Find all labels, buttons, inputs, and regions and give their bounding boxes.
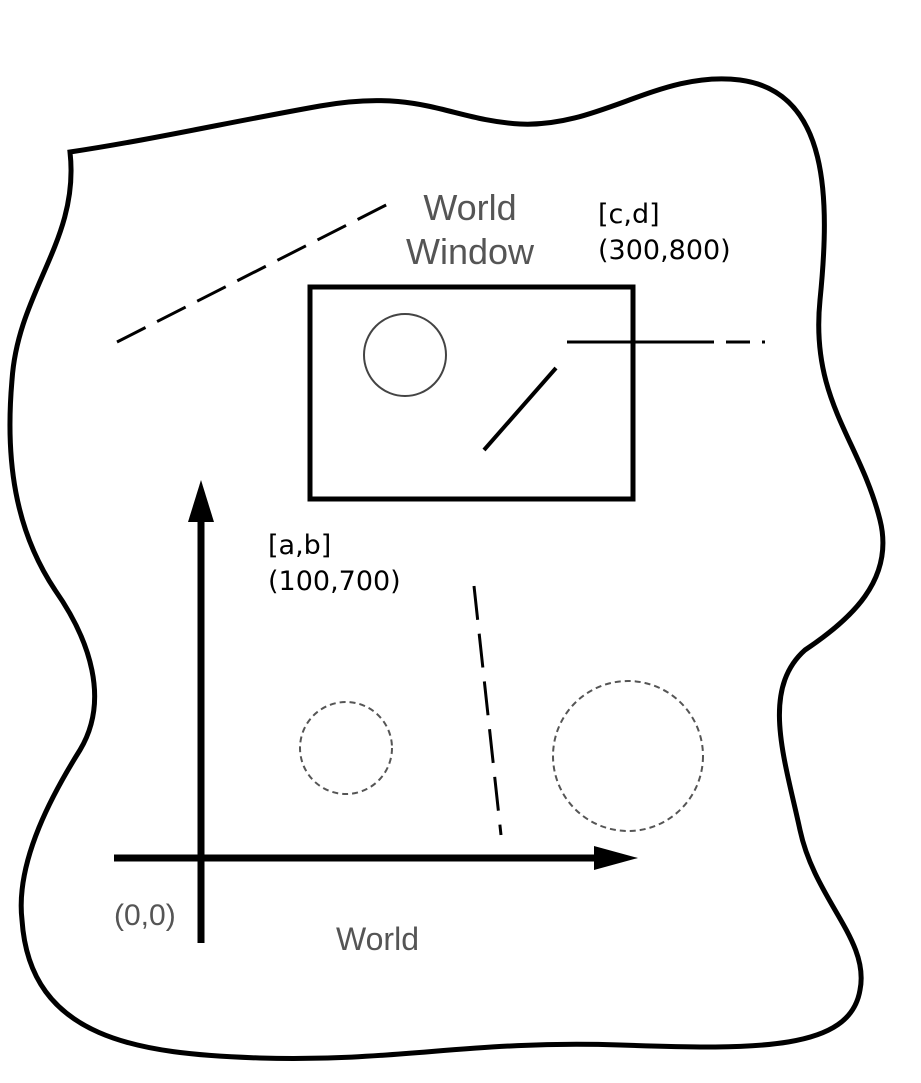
x-axis-arrowhead [594,846,638,870]
dashed-line-lower [472,585,503,836]
world-label: World [336,921,419,957]
dashed-circle-large [552,680,704,832]
world-window-label-line2: Window [406,231,535,272]
world-window-rect [307,284,636,502]
world-window-label-line1: World [423,187,516,228]
origin-label: (0,0) [114,899,176,932]
corner-cd-coords: (300,800) [598,235,731,266]
diagonal-line-inside-window [482,366,558,452]
dashed-circle-small [299,701,393,795]
world-boundary [7,76,886,1061]
corner-ab-name: [a,b] [268,530,331,561]
corner-ab-coords: (100,700) [268,566,401,597]
circle-inside-window [363,313,447,397]
dashed-line-upper-left [116,200,393,344]
corner-cd-name: [c,d] [598,199,660,230]
y-axis-arrowhead [188,480,214,522]
